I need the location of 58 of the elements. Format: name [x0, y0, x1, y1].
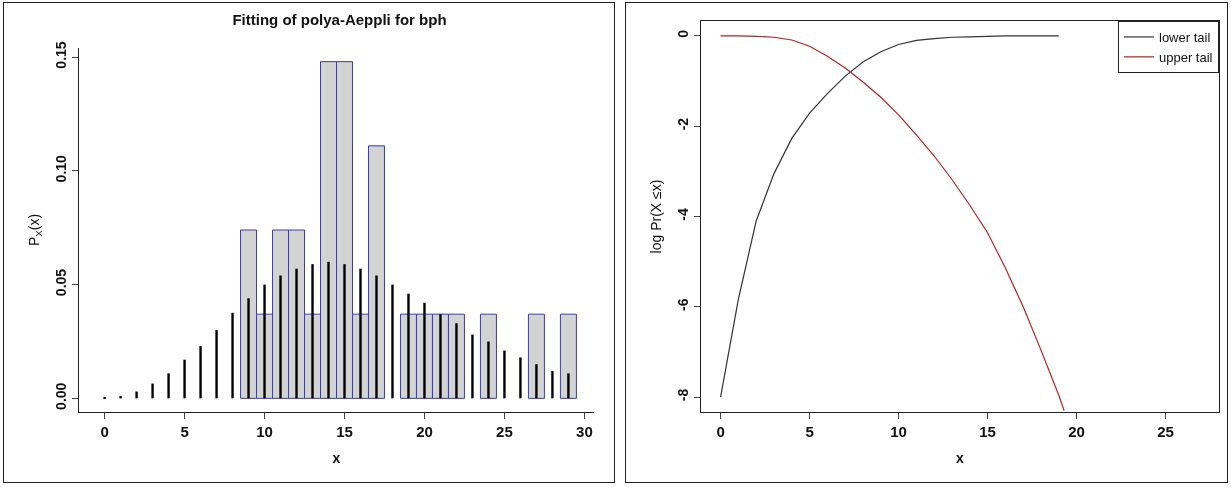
legend-label: lower tail: [1159, 30, 1211, 46]
y-tick-label: 0.10: [53, 154, 70, 183]
x-tick-label: 5: [805, 423, 814, 440]
y-tick-label: -2: [675, 117, 692, 131]
x-tick-label: 15: [979, 423, 996, 440]
y-tick-label: -4: [675, 207, 692, 221]
bar: [359, 268, 362, 399]
x-tick-label: 25: [1157, 423, 1174, 440]
bar: [183, 359, 186, 399]
bar: [295, 268, 298, 399]
x-tick-label: 25: [496, 423, 513, 440]
x-axis-title: x: [332, 450, 341, 467]
bar: [263, 284, 266, 399]
bar: [119, 396, 122, 399]
bar: [487, 341, 490, 399]
x-tick-label: 0: [100, 423, 109, 440]
x-tick-label: 20: [1068, 423, 1085, 440]
bar: [375, 275, 378, 399]
bar: [311, 264, 314, 399]
chart-title: Fitting of polya-Aeppli for bph: [232, 11, 447, 29]
bar: [199, 346, 202, 399]
bar: [407, 293, 410, 399]
legend-label: upper tail: [1159, 49, 1213, 65]
x-tick-label: 5: [180, 423, 189, 440]
bar: [279, 275, 282, 399]
bar: [519, 357, 522, 399]
bar: [551, 371, 554, 399]
y-tick-label: 0: [675, 29, 692, 38]
bar: [535, 364, 538, 399]
y-axis-title: log Pr(X ≤x): [648, 179, 664, 254]
y-tick-label: 0.00: [53, 382, 70, 410]
bar: [455, 323, 458, 399]
x-axis-title: x: [956, 450, 965, 467]
bar: [391, 284, 394, 399]
bar: [423, 302, 426, 399]
bar: [247, 298, 250, 399]
x-tick-label: 10: [256, 423, 273, 440]
x-tick-label: 15: [336, 423, 353, 440]
x-tick-label: 20: [416, 423, 433, 440]
bar: [567, 373, 570, 399]
bar: [327, 261, 330, 399]
bar: [231, 312, 234, 399]
bar: [503, 350, 506, 399]
bar: [559, 313, 577, 399]
y-tick-label: -6: [675, 298, 692, 311]
x-tick-label: 0: [716, 423, 725, 440]
bar: [215, 330, 218, 399]
bar: [151, 383, 154, 399]
x-tick-label: 30: [576, 423, 593, 440]
y-tick-label: 0.15: [53, 41, 70, 69]
bar: [135, 391, 138, 399]
bar: [471, 334, 474, 399]
x-tick-label: 10: [890, 423, 907, 440]
y-tick-label: 0.05: [53, 268, 70, 297]
bar: [343, 264, 346, 399]
bar: [167, 373, 170, 399]
bar: [527, 313, 545, 399]
y-tick-label: -8: [675, 388, 692, 402]
